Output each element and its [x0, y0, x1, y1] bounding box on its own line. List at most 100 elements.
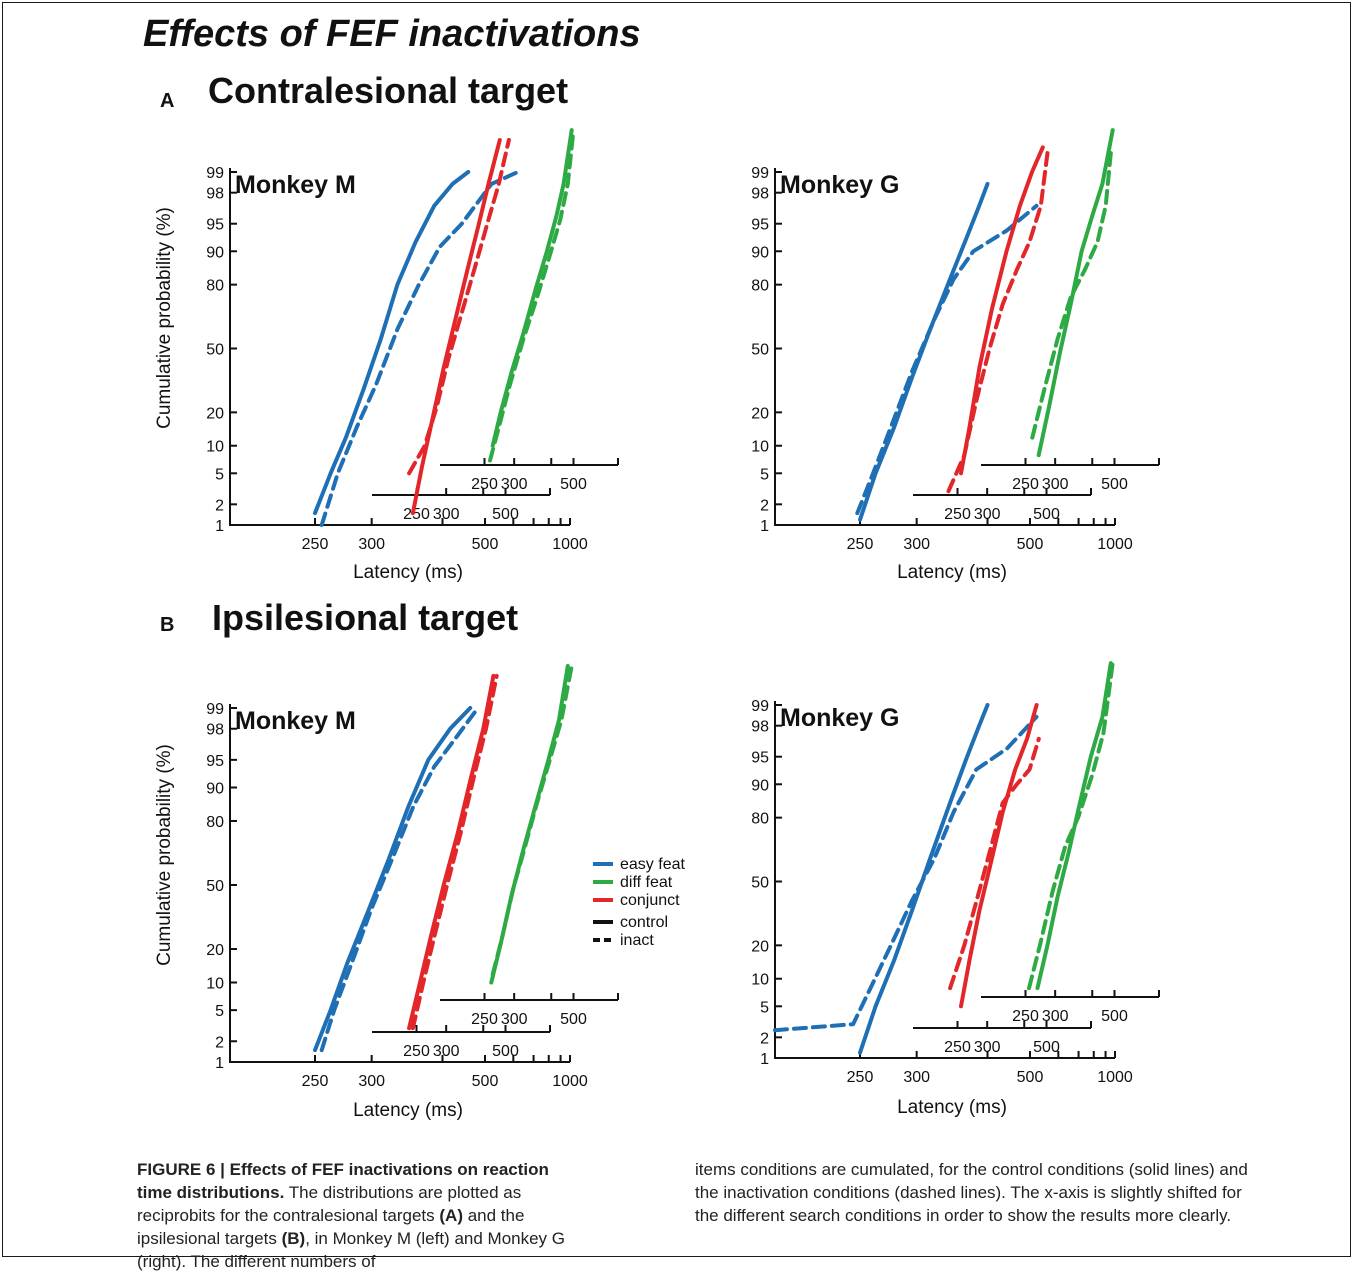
- y-tick-label: 99: [751, 698, 769, 715]
- y-tick-label: 98: [751, 719, 769, 736]
- x-tick-label: 500: [472, 536, 499, 553]
- series-conjunct-control: [407, 673, 496, 1031]
- x-tick-label: 500: [492, 1043, 519, 1060]
- x-tick-label: 1000: [552, 536, 588, 553]
- y-tick-label: 50: [751, 342, 769, 359]
- x-tick-label: 300: [1042, 1008, 1069, 1025]
- y-axis-label: Cumulative probability (%): [154, 744, 175, 966]
- series-diff-feat-inact: [490, 664, 574, 977]
- x-tick-label: 500: [1101, 476, 1128, 493]
- x-tick-label: 250: [944, 506, 971, 523]
- charts-canvas: Monkey M 1 2 5 10 20 50 80 90 95 98 99 Cumulative pr…: [154, 128, 1160, 1121]
- y-tick-label: 5: [215, 1003, 224, 1020]
- series-diff-feat-inact: [1030, 151, 1113, 440]
- y-tick-label: 1: [215, 518, 224, 535]
- legend-style-label: inact: [620, 932, 654, 949]
- x-tick-label: 250: [403, 506, 430, 523]
- caption-label: FIGURE 6 | Effects of FEF inactivations …: [137, 1160, 549, 1202]
- x-tick-label: 300: [903, 1069, 930, 1086]
- y-tick-label: 90: [751, 777, 769, 794]
- x-tick-label: 300: [358, 536, 385, 553]
- y-axis-label: Cumulative probability (%): [154, 207, 175, 429]
- caption-ref-b: (B): [281, 1229, 306, 1248]
- x-tick-label: 300: [974, 1039, 1001, 1056]
- panel-a-title: Contralesional target: [208, 70, 569, 111]
- y-tick-label: 99: [206, 165, 224, 182]
- series-diff-feat-inact: [1027, 661, 1115, 991]
- y-tick-label: 50: [206, 878, 224, 895]
- series-conjunct-control: [410, 138, 502, 516]
- y-tick-label: 1: [760, 518, 769, 535]
- y-tick-label: 5: [215, 466, 224, 483]
- x-tick-label: 300: [501, 476, 528, 493]
- panel-b-letter: B: [160, 614, 175, 636]
- series-easy-feat-control: [858, 181, 990, 522]
- x-tick-label: 250: [471, 1011, 498, 1028]
- x-tick-label: 300: [903, 536, 930, 553]
- x-tick-label: 500: [1017, 536, 1044, 553]
- y-tick-label: 80: [751, 278, 769, 295]
- y-tick-label: 50: [206, 342, 224, 359]
- y-tick-label: 98: [751, 186, 769, 203]
- y-tick-label: 90: [206, 780, 224, 797]
- series-diff-feat-control: [1036, 128, 1115, 458]
- series-easy-feat-control: [313, 170, 471, 516]
- y-tick-label: 5: [760, 466, 769, 483]
- x-tick-label: 500: [560, 476, 587, 493]
- x-axis-label: Latency (ms): [353, 1100, 463, 1121]
- x-tick-label: 500: [1033, 1039, 1060, 1056]
- x-tick-label: 500: [560, 1011, 587, 1028]
- caption-right: items conditions are cumulated, for the …: [695, 1160, 1248, 1225]
- plot-b-monkey-m: Monkey M 1 2 5 10 20 50 80 90 95 98 99 Cumulative pr…: [154, 664, 619, 1121]
- x-tick-label: 1000: [1097, 1069, 1133, 1086]
- y-tick-label: 2: [760, 1030, 769, 1047]
- caption-text-2: and the ipsilesional targets: [137, 1206, 525, 1248]
- y-tick-label: 95: [751, 217, 769, 234]
- series-easy-feat-control: [858, 703, 990, 1055]
- y-tick-label: 90: [751, 244, 769, 261]
- y-tick-label: 1: [215, 1055, 224, 1072]
- x-tick-label: 250: [847, 1069, 874, 1086]
- x-tick-label: 500: [492, 506, 519, 523]
- x-tick-label: 300: [501, 1011, 528, 1028]
- x-tick-label: 250: [1012, 476, 1039, 493]
- legend-label: conjunct: [620, 892, 680, 909]
- subplot-title: Monkey G: [780, 704, 899, 732]
- y-tick-label: 20: [751, 405, 769, 422]
- x-tick-label: 300: [358, 1073, 385, 1090]
- series-conjunct-inact: [948, 736, 1041, 991]
- x-tick-label: 300: [974, 506, 1001, 523]
- subplot-title: Monkey M: [235, 171, 356, 199]
- y-tick-label: 20: [206, 942, 224, 959]
- series-easy-feat-control: [313, 706, 473, 1053]
- x-axis-label: Latency (ms): [353, 562, 463, 583]
- y-tick-label: 80: [206, 278, 224, 295]
- series-easy-feat-inact: [773, 714, 1039, 1033]
- y-tick-label: 95: [751, 750, 769, 767]
- caption-text-1: The distributions are plotted as recipro…: [137, 1183, 522, 1225]
- y-tick-label: 10: [206, 439, 224, 456]
- y-tick-label: 80: [751, 811, 769, 828]
- y-tick-label: 50: [751, 875, 769, 892]
- subplot-title: Monkey G: [780, 171, 899, 199]
- y-tick-label: 10: [751, 439, 769, 456]
- x-tick-label: 250: [471, 476, 498, 493]
- y-tick-label: 2: [215, 1034, 224, 1051]
- x-axis-label: Latency (ms): [897, 1097, 1007, 1118]
- figure-title: Effects of FEF inactivations: [143, 13, 641, 55]
- x-tick-label: 500: [1033, 506, 1060, 523]
- x-tick-label: 500: [1101, 1008, 1128, 1025]
- x-tick-label: 500: [1017, 1069, 1044, 1086]
- y-tick-label: 98: [206, 186, 224, 203]
- legend-label: easy feat: [620, 856, 685, 873]
- series-conjunct-inact: [946, 145, 1051, 494]
- x-tick-label: 250: [403, 1043, 430, 1060]
- series-easy-feat-inact: [319, 170, 520, 527]
- x-tick-label: 250: [302, 536, 329, 553]
- x-tick-label: 250: [847, 536, 874, 553]
- x-tick-label: 1000: [552, 1073, 588, 1090]
- y-tick-label: 1: [760, 1051, 769, 1068]
